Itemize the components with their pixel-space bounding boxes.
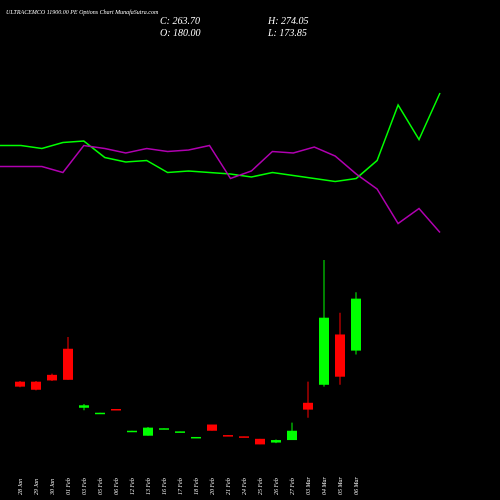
x-tick-label: 13 Feb <box>146 478 152 495</box>
stat-high: H: 274.05 <box>267 16 309 27</box>
candle-body <box>31 381 41 390</box>
x-tick-label: 20 Feb <box>210 478 216 495</box>
x-tick-label: 17 Feb <box>178 478 184 495</box>
x-tick-label: 28 Jan <box>18 479 24 495</box>
candle-body <box>319 317 329 385</box>
candle-body <box>303 402 313 410</box>
x-tick-label: 21 Feb <box>226 478 232 495</box>
indicator-line <box>0 144 441 233</box>
x-tick-label: 30 Jan <box>50 479 56 496</box>
stat-open: O: 180.00 <box>160 28 201 39</box>
indicator-line <box>0 92 441 183</box>
x-tick-label: 06 Mar <box>354 477 360 495</box>
x-tick-label: 12 Feb <box>130 478 136 495</box>
candle-body <box>287 430 297 441</box>
candle-body <box>159 428 169 430</box>
candle-body <box>335 334 345 377</box>
candle-body <box>351 298 361 351</box>
candle-body <box>127 430 137 433</box>
candle-body <box>191 436 201 439</box>
candle-body <box>175 431 185 433</box>
candle-body <box>79 405 89 408</box>
x-tick-label: 26 Feb <box>274 478 280 495</box>
candle-body <box>207 424 217 431</box>
x-tick-label: 29 Jan <box>34 479 40 495</box>
x-tick-label: 27 Feb <box>290 478 296 495</box>
candle-body <box>271 440 281 443</box>
x-tick-label: 03 Feb <box>82 478 88 495</box>
candle-body <box>63 348 73 380</box>
x-tick-label: 16 Feb <box>162 478 168 495</box>
x-tick-label: 05 Feb <box>98 478 104 495</box>
x-tick-label: 04 Mar <box>321 477 328 495</box>
x-tick-label: 05 Mar <box>338 477 344 495</box>
stat-low: L: 173.85 <box>267 28 307 39</box>
x-tick-label: 25 Feb <box>258 478 264 495</box>
candle-body <box>255 438 265 445</box>
candle-body <box>95 412 105 415</box>
candle-body <box>111 409 121 411</box>
stat-close: C: 263.70 <box>160 16 200 27</box>
candle-body <box>223 435 233 437</box>
candle-body <box>143 427 153 436</box>
candle-body <box>239 436 249 438</box>
x-tick-label: 18 Feb <box>194 478 200 495</box>
chart-title: ULTRACEMCO 11900.00 PE Options Chart Mun… <box>6 9 159 16</box>
candle-body <box>15 381 25 387</box>
x-tick-label: 03 Mar <box>306 477 312 495</box>
x-tick-label: 01 Feb <box>66 478 72 495</box>
candle-body <box>47 374 57 381</box>
x-tick-label: 24 Feb <box>241 478 248 495</box>
x-tick-label: 06 Feb <box>114 478 120 495</box>
